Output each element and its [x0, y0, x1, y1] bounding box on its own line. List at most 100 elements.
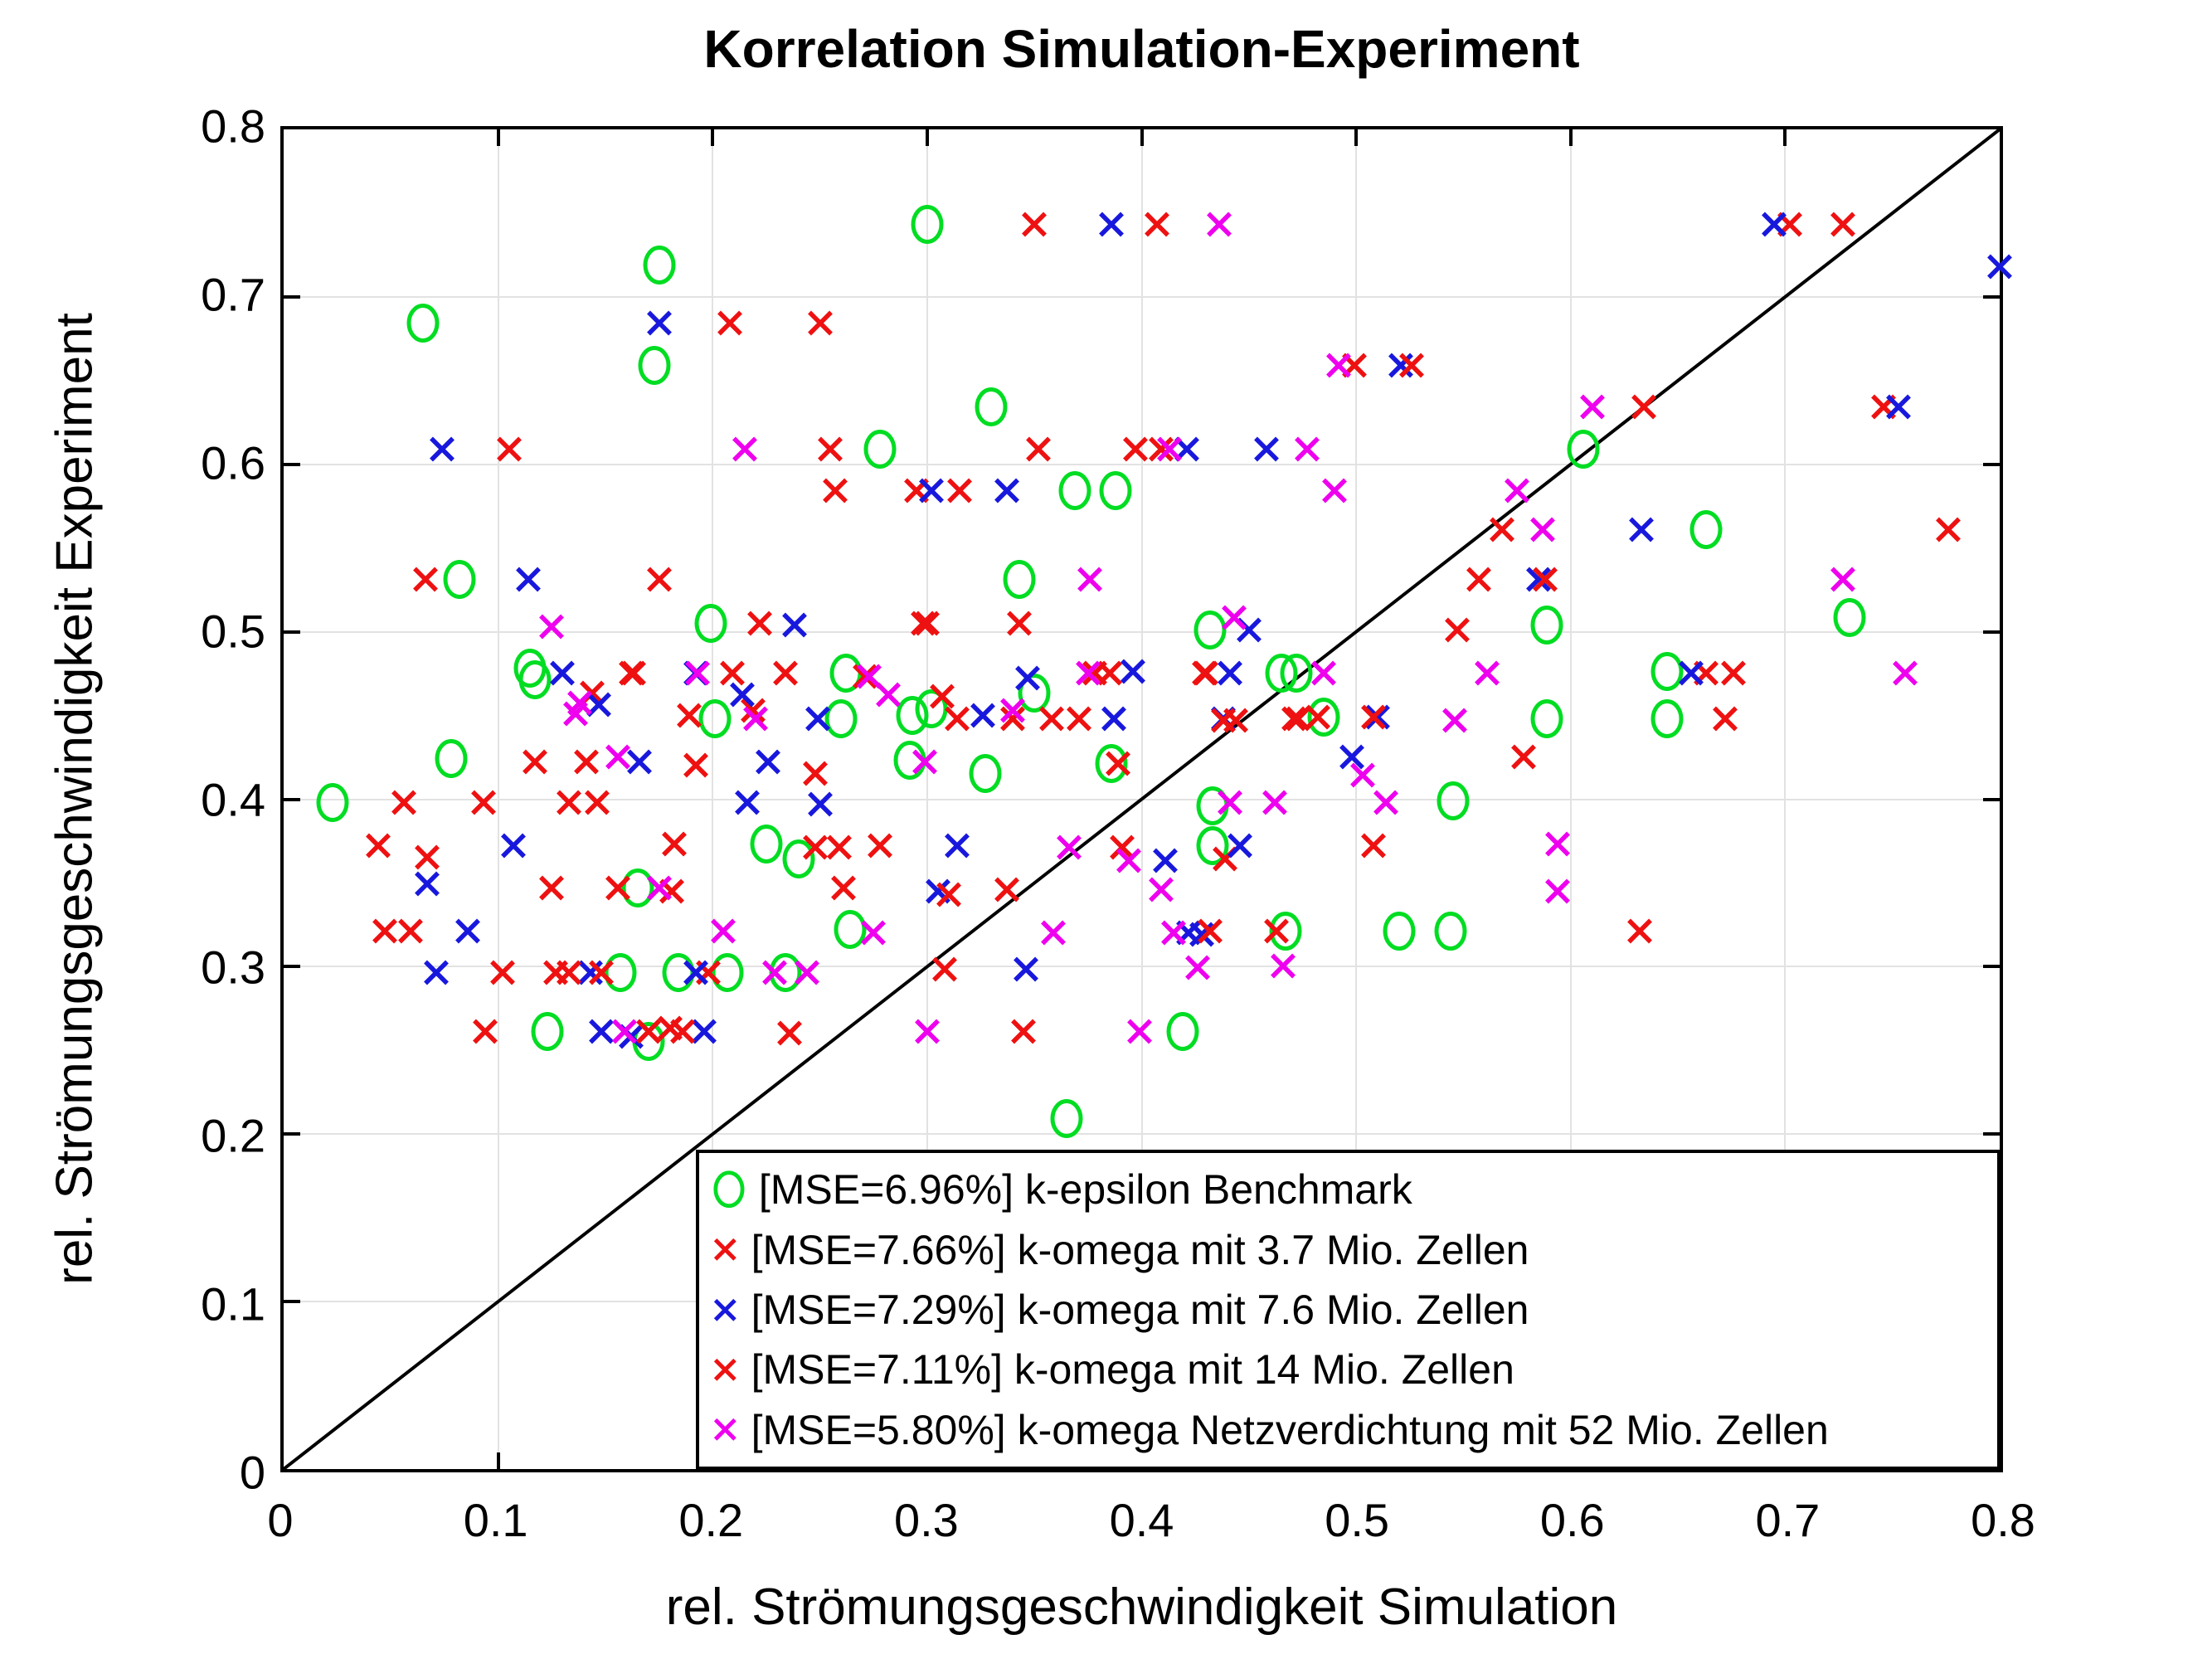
- data-point-series-4: [1280, 704, 1308, 737]
- data-point-series-3: [1760, 211, 1788, 243]
- data-point-series-5: [1147, 875, 1175, 907]
- data-point-series-2: [1262, 917, 1291, 950]
- x-tick-label: 0.5: [1325, 1494, 1390, 1546]
- data-point-series-3: [422, 959, 450, 991]
- data-point-series-4: [587, 959, 615, 991]
- data-point-series-1: [1566, 428, 1601, 474]
- tick-mark: [711, 129, 715, 146]
- data-point-series-1: [824, 698, 858, 743]
- data-point-series-4: [825, 834, 853, 866]
- data-point-series-4: [1147, 435, 1175, 467]
- data-point-series-4: [931, 956, 959, 988]
- data-point-series-4: [1222, 706, 1250, 738]
- y-tick-label: 0: [239, 1446, 265, 1499]
- data-point-series-5: [1055, 834, 1083, 866]
- data-point-series-4: [1108, 834, 1136, 866]
- legend-entry-label: [MSE=5.80%] k-omega Netzverdichtung mit …: [751, 1406, 1829, 1453]
- data-point-series-3: [1216, 659, 1244, 692]
- y-tick-label: 0.5: [201, 605, 265, 658]
- data-point-series-1: [1689, 508, 1723, 554]
- data-point-series-3: [576, 959, 605, 991]
- data-point-series-2: [1711, 704, 1739, 737]
- y-axis-label: rel. Strömungsgeschwindigkeit Experiment: [46, 313, 104, 1285]
- data-point-series-5: [683, 659, 712, 692]
- x-tick-label: 0.3: [893, 1494, 959, 1546]
- gridline-vertical: [1355, 129, 1358, 1469]
- data-point-series-1: [833, 908, 868, 954]
- gridline-vertical: [1784, 129, 1787, 1469]
- data-point-series-3: [499, 832, 527, 864]
- legend-x-marker-icon: [712, 1357, 738, 1383]
- data-point-series-3: [780, 611, 809, 643]
- data-point-series-5: [741, 704, 770, 737]
- data-point-series-2: [1359, 832, 1388, 864]
- data-point-series-1: [1017, 673, 1052, 718]
- tick-mark: [284, 1300, 300, 1304]
- data-point-series-2: [1143, 211, 1171, 243]
- data-point-series-4: [746, 609, 774, 641]
- data-point-series-2: [943, 704, 971, 737]
- data-point-series-1: [1279, 653, 1314, 698]
- data-point-series-1: [530, 1011, 565, 1057]
- legend-entry-2: [MSE=7.66%] k-omega mit 3.7 Mio. Zellen: [712, 1226, 1989, 1274]
- data-point-series-2: [1284, 704, 1312, 737]
- data-point-series-5: [1349, 761, 1377, 794]
- data-point-series-3: [514, 566, 542, 598]
- data-point-series-5: [1320, 477, 1349, 509]
- tick-mark: [496, 1452, 500, 1469]
- data-point-series-5: [911, 748, 939, 781]
- data-points-layer: [284, 129, 2012, 1469]
- legend-entry-label: [MSE=7.66%] k-omega mit 3.7 Mio. Zellen: [751, 1226, 1529, 1273]
- tick-mark: [1140, 129, 1144, 146]
- data-point-series-3: [1338, 743, 1366, 776]
- data-point-series-1: [642, 244, 677, 289]
- x-tick-label: 0.4: [1109, 1494, 1174, 1546]
- legend: [MSE=6.96%] k-epsilon Benchmark [MSE=7.66…: [696, 1150, 2001, 1470]
- data-point-series-5: [731, 435, 759, 467]
- data-point-series-5: [874, 681, 902, 713]
- data-point-series-3: [917, 477, 946, 509]
- data-point-series-3: [728, 681, 756, 713]
- data-point-series-3: [969, 701, 997, 733]
- legend-entry-label: [MSE=7.11%] k-omega mit 14 Mio. Zellen: [751, 1346, 1514, 1394]
- data-point-series-4: [1359, 703, 1388, 735]
- data-point-series-1: [442, 559, 477, 605]
- data-point-series-5: [1293, 435, 1321, 467]
- data-point-series-3: [625, 748, 654, 781]
- data-point-series-5: [1503, 477, 1531, 509]
- data-point-series-2: [583, 788, 611, 820]
- tick-mark: [1983, 630, 2000, 634]
- data-point-series-2: [775, 1019, 804, 1052]
- data-point-series-1: [1306, 696, 1341, 742]
- data-point-series-4: [1304, 703, 1332, 735]
- data-point-series-5: [566, 689, 594, 722]
- data-point-series-5: [999, 696, 1027, 728]
- data-point-series-4: [682, 752, 710, 784]
- data-point-series-5: [1544, 830, 1572, 863]
- data-point-series-5: [1076, 566, 1104, 598]
- data-point-series-1: [406, 303, 440, 348]
- data-point-series-4: [801, 834, 829, 866]
- data-point-series-1: [710, 952, 745, 998]
- legend-entry-label: [MSE=6.96%] k-epsilon Benchmark: [758, 1166, 1412, 1214]
- data-point-series-4: [489, 959, 517, 991]
- data-point-series-3: [1012, 956, 1040, 988]
- data-point-series-1: [910, 204, 945, 250]
- data-point-series-5: [1184, 954, 1212, 986]
- data-point-series-4: [993, 875, 1021, 907]
- data-point-series-4: [634, 1018, 663, 1050]
- data-point-series-3: [1100, 704, 1128, 737]
- data-point-series-5: [1269, 952, 1297, 985]
- tick-mark: [1983, 965, 2000, 969]
- x-tick-label: 0.6: [1539, 1494, 1605, 1546]
- data-point-series-1: [1650, 651, 1685, 697]
- data-point-series-3: [1986, 252, 2014, 285]
- data-point-series-3: [682, 959, 710, 991]
- data-point-series-4: [829, 873, 858, 906]
- data-point-series-3: [1627, 515, 1655, 547]
- legend-entry-1: [MSE=6.96%] k-epsilon Benchmark: [712, 1165, 1989, 1214]
- data-point-series-2: [495, 435, 523, 467]
- data-point-series-1: [974, 387, 1009, 432]
- data-point-series-1: [1057, 470, 1092, 516]
- data-point-series-2: [1510, 743, 1538, 776]
